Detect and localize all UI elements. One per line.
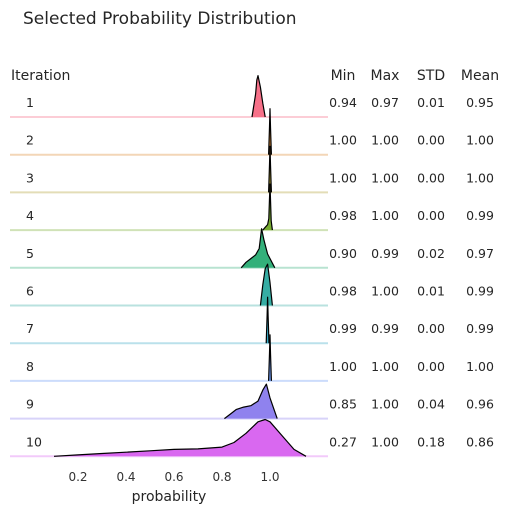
density-outline (262, 183, 273, 231)
density-fill (241, 228, 275, 268)
stat-min-value: 1.00 (329, 170, 357, 185)
stat-std-value: 0.02 (417, 246, 445, 261)
stat-min-value: 0.98 (329, 208, 357, 223)
stat-std-value: 0.00 (417, 208, 445, 223)
x-tick-label: 0.6 (164, 470, 183, 484)
stat-min-value: 0.27 (329, 434, 357, 449)
stat-std-value: 0.00 (417, 321, 445, 336)
density-fill (54, 419, 306, 457)
stat-mean-value: 0.99 (466, 321, 494, 336)
iteration-label: 6 (26, 284, 34, 299)
ridge-row: 2 1.00 1.00 0.00 1.00 (10, 108, 494, 156)
density-outline (53, 418, 307, 457)
stat-max-value: 1.00 (371, 170, 399, 185)
stat-min-value: 1.00 (329, 133, 357, 148)
stat-std-value: 0.04 (417, 397, 445, 412)
ridge-row: 10 0.27 1.00 0.18 0.86 (10, 418, 494, 458)
stat-min-value: 0.99 (329, 321, 357, 336)
iteration-label: 4 (26, 208, 34, 223)
ridge-row: 5 0.90 0.99 0.02 0.97 (10, 228, 494, 269)
x-axis-label: probability (132, 489, 207, 505)
ridge-row: 8 1.00 1.00 0.00 1.00 (10, 334, 494, 382)
density-outline (259, 263, 273, 306)
density-fill (252, 75, 266, 117)
x-axis: 0.2 0.4 0.6 0.8 1.0 (68, 470, 279, 484)
stat-max-value: 0.97 (371, 95, 399, 110)
stat-max-value: 0.99 (371, 246, 399, 261)
iteration-label: 5 (26, 246, 34, 261)
row-header: Iteration (11, 68, 70, 84)
stat-mean-value: 1.00 (466, 359, 494, 374)
stat-min-value: 0.98 (329, 284, 357, 299)
stat-std-value: 0.00 (417, 133, 445, 148)
ridge-rows: 1 0.94 0.97 0.01 0.952 1.00 1.00 0.00 1.003 1.00 1… (10, 75, 494, 458)
stat-mean-value: 0.86 (466, 434, 494, 449)
stat-min-value: 0.94 (329, 95, 357, 110)
stat-mean-value: 1.00 (466, 170, 494, 185)
density-outline (268, 334, 272, 381)
stat-min-value: 0.85 (329, 397, 357, 412)
x-tick-label: 0.2 (68, 470, 87, 484)
iteration-label: 2 (26, 133, 34, 148)
stat-mean-value: 0.96 (466, 397, 494, 412)
stat-header-mean: Mean (461, 68, 499, 84)
ridge-row: 1 0.94 0.97 0.01 0.95 (10, 75, 494, 118)
density-outline (251, 75, 266, 118)
ridge-row: 4 0.98 1.00 0.00 0.99 (10, 183, 494, 232)
stat-mean-value: 0.99 (466, 284, 494, 299)
stat-std-value: 0.00 (417, 359, 445, 374)
stat-std-value: 0.18 (417, 434, 445, 449)
density-fill (260, 264, 273, 306)
stat-mean-value: 0.97 (466, 246, 494, 261)
density-outline (268, 108, 272, 155)
stat-max-value: 1.00 (371, 208, 399, 223)
density-outline (240, 228, 276, 269)
chart-title: Selected Probability Distribution (23, 9, 297, 29)
stat-max-value: 1.00 (371, 397, 399, 412)
stat-max-value: 1.00 (371, 434, 399, 449)
iteration-label: 8 (26, 359, 34, 374)
stat-max-value: 1.00 (371, 359, 399, 374)
density-outline (268, 145, 272, 193)
stat-max-value: 1.00 (371, 284, 399, 299)
iteration-label: 10 (26, 434, 42, 449)
x-tick-label: 1.0 (260, 470, 279, 484)
x-tick-label: 0.4 (116, 470, 135, 484)
stat-min-value: 1.00 (329, 359, 357, 374)
iteration-label: 9 (26, 397, 34, 412)
stat-std-value: 0.00 (417, 170, 445, 185)
ridge-row: 6 0.98 1.00 0.01 0.99 (10, 263, 494, 307)
density-fill (224, 384, 278, 419)
x-tick-label: 0.8 (212, 470, 231, 484)
stat-std-value: 0.01 (417, 284, 445, 299)
ridge-row: 7 0.99 0.99 0.00 0.99 (10, 296, 494, 345)
iteration-label: 1 (26, 95, 34, 110)
stat-header-std: STD (417, 68, 445, 84)
ridge-row: 3 1.00 1.00 0.00 1.00 (10, 145, 494, 194)
stat-mean-value: 0.99 (466, 208, 494, 223)
iteration-label: 3 (26, 170, 34, 185)
stat-mean-value: 0.95 (466, 95, 494, 110)
stat-std-value: 0.01 (417, 95, 445, 110)
stat-max-value: 1.00 (371, 133, 399, 148)
density-outline (265, 296, 270, 344)
ridge-row: 9 0.85 1.00 0.04 0.96 (10, 383, 494, 420)
density-outline (224, 383, 278, 420)
stat-mean-value: 1.00 (466, 133, 494, 148)
stat-min-value: 0.90 (329, 246, 357, 261)
stat-max-value: 0.99 (371, 321, 399, 336)
stat-header-min: Min (331, 68, 356, 84)
stat-header-max: Max (371, 68, 400, 84)
iteration-label: 7 (26, 321, 34, 336)
